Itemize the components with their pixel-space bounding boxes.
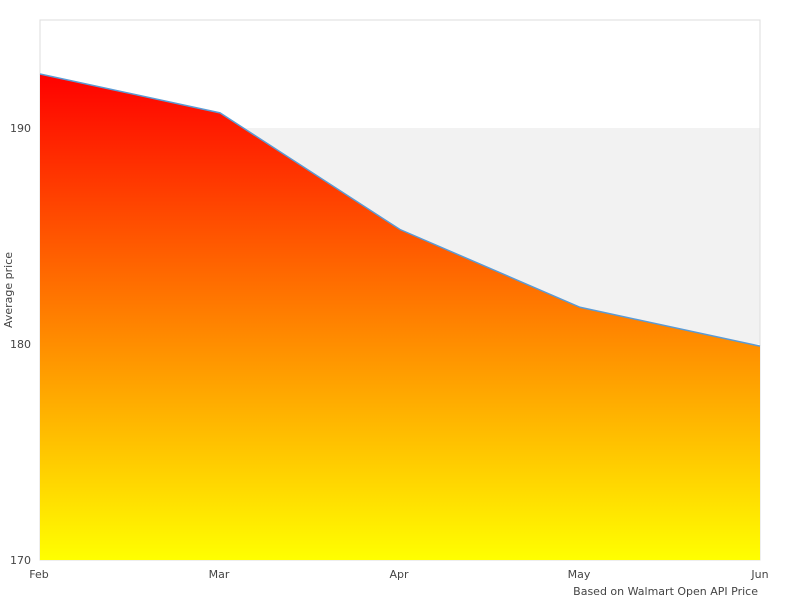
series-line [39,73,761,347]
x-tick-label: May [568,568,591,581]
x-axis-label: Based on Walmart Open API Price [573,585,758,598]
area-fill [40,74,760,560]
y-tick-label: 170 [10,554,31,567]
x-tick-label: Apr [389,568,409,581]
x-tick-label: Mar [209,568,230,581]
y-axis-label: Average price [2,252,15,328]
y-tick-label: 180 [10,338,31,351]
y-tick-label: 190 [10,122,31,135]
x-tick-label: Feb [29,568,48,581]
x-tick-label: Jun [750,568,768,581]
